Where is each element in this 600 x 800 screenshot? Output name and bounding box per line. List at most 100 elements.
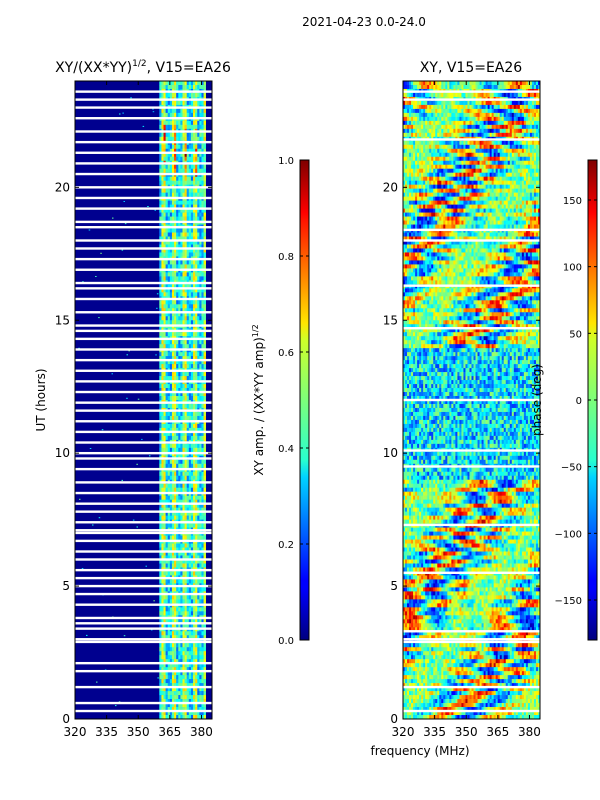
- amplitude-cell: [203, 352, 206, 357]
- phase-cell: [447, 100, 450, 106]
- amplitude-cell: [195, 459, 198, 465]
- amplitude-cell: [165, 168, 169, 174]
- phase-cell: [431, 112, 434, 118]
- amplitude-cell: [188, 563, 192, 568]
- phase-cell: [469, 148, 472, 154]
- amplitude-flagged-row: [75, 616, 212, 620]
- amplitude-colorbar-tick-label: 0.0: [278, 636, 294, 647]
- phase-cell: [533, 81, 537, 86]
- amplitude-cell: [190, 124, 194, 130]
- amplitude-cell: [169, 435, 173, 441]
- amplitude-cell: [184, 164, 188, 170]
- amplitude-cell: [180, 435, 183, 441]
- phase-cell: [519, 100, 523, 106]
- amplitude-cell: [178, 595, 181, 600]
- phase-cell: [527, 108, 531, 114]
- amplitude-cell: [197, 431, 200, 437]
- phase-cell: [527, 140, 531, 146]
- amplitude-cell: [159, 499, 162, 504]
- amplitude-cell: [169, 376, 173, 381]
- phase-cell: [405, 112, 408, 118]
- amplitude-flagged-row: [75, 268, 212, 271]
- amplitude-cell: [178, 112, 181, 118]
- amplitude-cell: [180, 447, 183, 453]
- amplitude-cell: [190, 392, 194, 397]
- phase-cell: [477, 116, 480, 122]
- phase-cell: [403, 108, 406, 114]
- amplitude-cell: [195, 308, 198, 313]
- amplitude-cell: [165, 164, 169, 170]
- phase-cell: [513, 140, 517, 146]
- amplitude-cell: [190, 651, 194, 656]
- amplitude-cell: [176, 81, 179, 86]
- amplitude-cell: [159, 411, 162, 417]
- amplitude-cell: [167, 427, 171, 433]
- phase-cell: [457, 132, 460, 138]
- amplitude-cell: [167, 611, 171, 616]
- amplitude-cell: [201, 659, 204, 664]
- phase-cell: [425, 116, 428, 122]
- phase-cell: [425, 108, 428, 114]
- amplitude-cell: [159, 647, 162, 652]
- amplitude-cell: [174, 571, 177, 576]
- phase-cell: [459, 120, 462, 126]
- amplitude-cell: [201, 252, 204, 257]
- amplitude-flagged-row: [75, 622, 212, 625]
- amplitude-cell: [161, 316, 164, 321]
- phase-cell: [455, 116, 458, 122]
- phase-cell: [419, 140, 422, 146]
- amplitude-cell: [180, 611, 183, 616]
- amplitude-cell: [203, 711, 206, 716]
- amplitude-cell: [199, 332, 202, 337]
- phase-cell: [465, 140, 468, 146]
- amplitude-cell: [174, 292, 177, 297]
- amplitude-cell: [159, 595, 162, 600]
- amplitude-cell: [171, 707, 175, 712]
- amplitude-cell: [197, 703, 200, 708]
- amplitude-cell: [174, 100, 177, 106]
- amplitude-cell: [167, 284, 171, 289]
- amplitude-flagged-row: [75, 186, 212, 189]
- phase-cell: [487, 148, 490, 154]
- phase-cell: [493, 92, 496, 98]
- amplitude-cell: [180, 376, 183, 381]
- phase-cell: [449, 124, 452, 130]
- amplitude-cell: [203, 304, 206, 309]
- amplitude-cell: [199, 360, 202, 365]
- amplitude-cell: [203, 683, 206, 688]
- amplitude-cell: [197, 511, 200, 516]
- amplitude-cell: [167, 152, 171, 158]
- phase-cell: [501, 128, 505, 134]
- amplitude-cell: [176, 204, 179, 209]
- amplitude-cell: [176, 376, 179, 381]
- amplitude-cell: [159, 132, 162, 138]
- phase-cell: [495, 116, 498, 122]
- amplitude-cell: [159, 252, 162, 257]
- amplitude-cell: [163, 507, 166, 512]
- amplitude-cell: [167, 352, 171, 357]
- amplitude-flagged-row: [75, 151, 212, 154]
- phase-cell: [413, 144, 416, 150]
- amplitude-cell: [197, 543, 200, 548]
- amplitude-cell: [171, 360, 175, 365]
- phase-cell: [533, 128, 537, 134]
- amplitude-cell: [188, 188, 192, 193]
- phase-cell: [461, 148, 464, 154]
- amplitude-cell: [171, 284, 175, 289]
- phase-cell: [513, 81, 517, 86]
- phase-cell: [433, 120, 436, 126]
- phase-cell: [439, 92, 442, 98]
- amplitude-cell: [159, 431, 162, 437]
- amplitude-cell: [182, 176, 185, 181]
- amplitude-cell: [186, 571, 190, 576]
- amplitude-cell: [174, 635, 177, 640]
- phase-cell: [429, 116, 432, 122]
- amplitude-cell: [167, 403, 171, 409]
- phase-cell: [485, 92, 488, 98]
- amplitude-cell: [184, 92, 188, 98]
- amplitude-cell: [193, 587, 196, 592]
- amplitude-cell: [159, 551, 162, 556]
- amplitude-cell: [197, 651, 200, 656]
- amplitude-cell: [169, 84, 173, 90]
- amplitude-cell: [169, 571, 173, 576]
